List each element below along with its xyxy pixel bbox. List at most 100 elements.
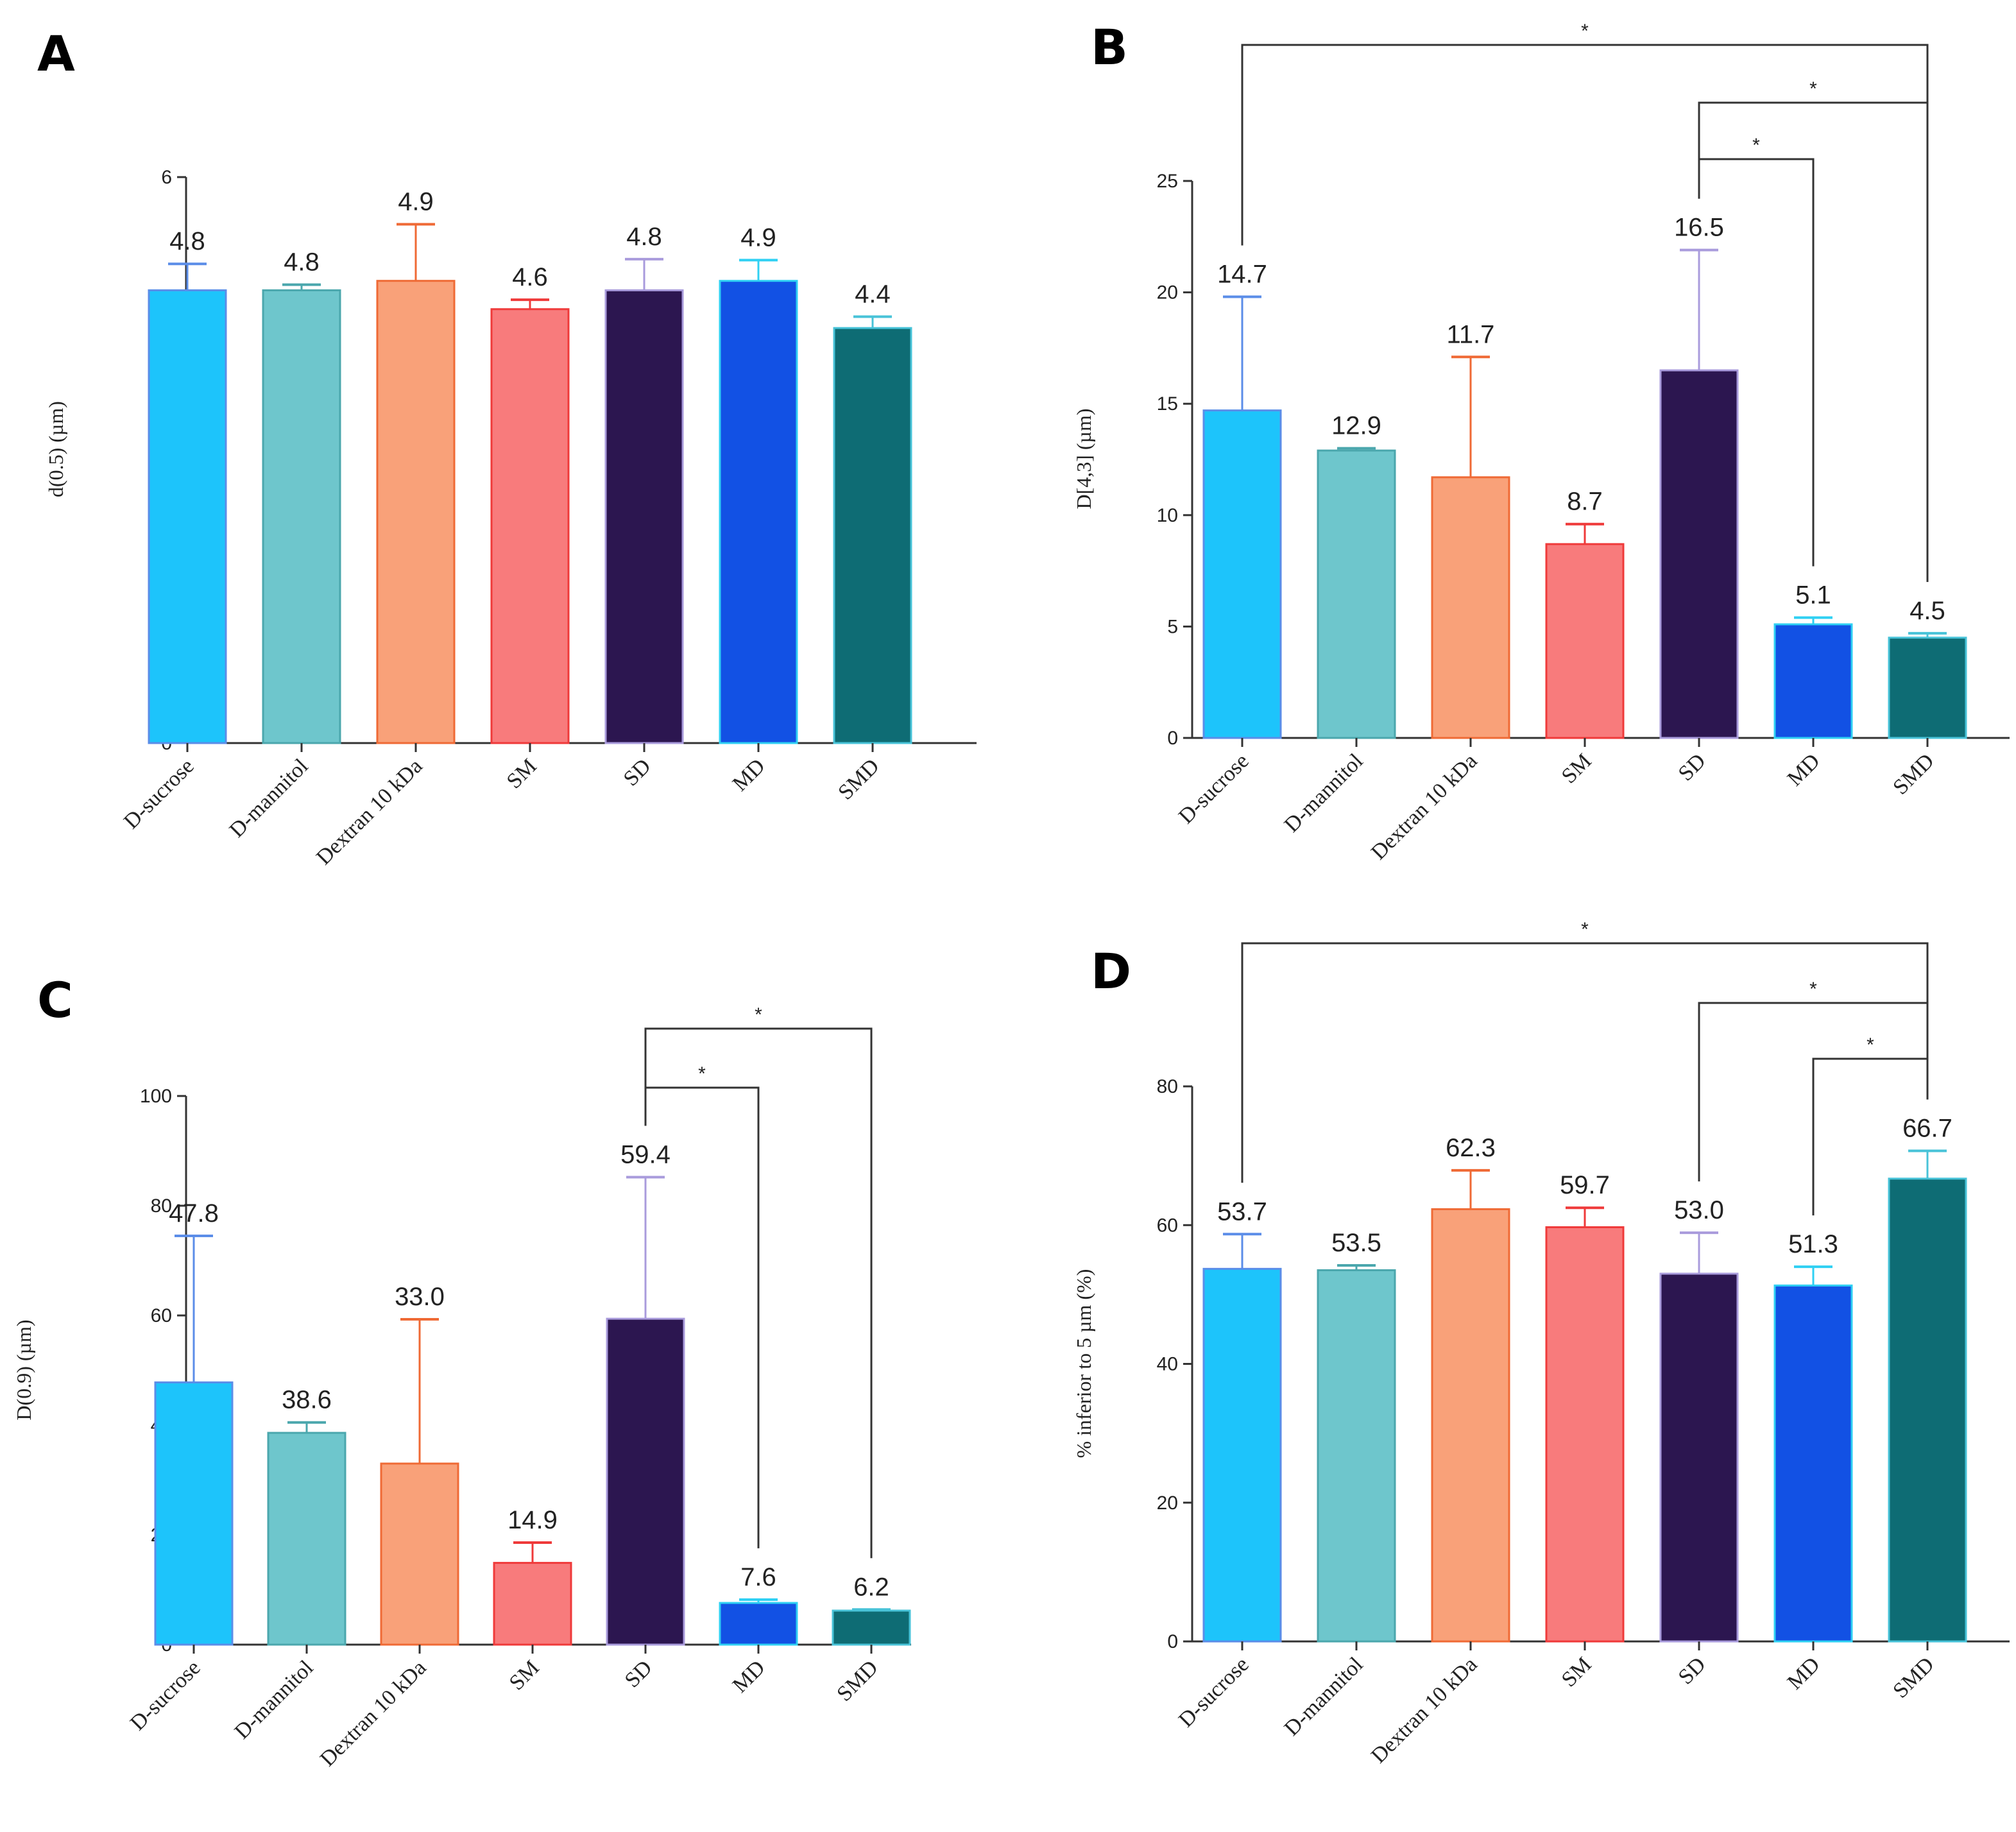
y-tick-label: 0 — [1167, 728, 1178, 749]
panel-letter-a: A — [37, 25, 75, 82]
chart-c-plot: 020406080100D(0.9) (µm)47.8D-sucrose38.6… — [12, 1004, 911, 1771]
data-label: 14.7 — [1217, 261, 1267, 289]
data-label: 4.6 — [512, 263, 548, 291]
bar — [267, 1432, 346, 1646]
x-tick-label: D-sucrose — [1174, 1652, 1254, 1732]
significance-bracket — [644, 1086, 760, 1548]
data-label: 11.7 — [1447, 320, 1495, 348]
y-tick-label: 100 — [140, 1086, 172, 1107]
bar — [490, 308, 570, 744]
significance-bracket — [1812, 1057, 1929, 1216]
bar — [832, 1609, 911, 1646]
y-tick-label: 6 — [161, 167, 172, 188]
y-tick-label: 20 — [1157, 1493, 1178, 1514]
data-label: 4.8 — [626, 223, 662, 251]
data-label: 66.7 — [1902, 1115, 1952, 1143]
data-label: 51.3 — [1788, 1230, 1838, 1258]
chart-d-plot: 0 20 40 60 80 % inferior to 5 µm (%) 53.7 D-suc… — [1072, 919, 2010, 1768]
panel-c: C 020406080100D(0.9) (µm)47.8D-sucrose38… — [12, 972, 911, 1771]
bar — [1431, 1208, 1510, 1643]
x-tick-label: Dextran 10 kDa — [312, 754, 427, 869]
significance-star: * — [1867, 1034, 1874, 1056]
significance-star: * — [1581, 21, 1589, 42]
bar — [1202, 1267, 1282, 1643]
significance-bracket — [1698, 1002, 1929, 1182]
y-tick-label: 15 — [1157, 393, 1178, 415]
bar — [1431, 476, 1510, 739]
data-label: 59.4 — [620, 1141, 671, 1169]
y-tick-label: 10 — [1157, 505, 1178, 526]
bar — [1773, 1284, 1853, 1643]
data-label: 6.2 — [853, 1573, 889, 1601]
bar — [1317, 449, 1396, 739]
data-label: 4.4 — [855, 280, 891, 309]
x-tick-label: D-sucrose — [1174, 749, 1254, 828]
data-label: 4.8 — [169, 227, 205, 255]
data-label: 38.6 — [282, 1386, 332, 1414]
y-tick-label: 60 — [1157, 1215, 1178, 1236]
bar — [1545, 1226, 1625, 1643]
data-label: 14.9 — [508, 1506, 558, 1534]
x-tick-label: SM — [505, 1656, 544, 1695]
bar — [604, 289, 684, 744]
bar — [1888, 1177, 1967, 1643]
data-label: 53.7 — [1217, 1197, 1267, 1226]
x-tick-label: SD — [620, 1656, 657, 1692]
data-label: 4.9 — [398, 188, 434, 216]
bar — [493, 1562, 572, 1646]
x-tick-label: Dextran 10 kDa — [1367, 749, 1482, 864]
significance-bracket — [1698, 158, 1815, 567]
data-label: 5.1 — [1795, 581, 1831, 610]
significance-star: * — [698, 1063, 706, 1084]
x-tick-label: SMD — [832, 1656, 882, 1706]
bar — [1773, 623, 1853, 739]
bar — [1545, 543, 1625, 739]
bar — [1202, 409, 1282, 739]
significance-bracket — [644, 1027, 873, 1559]
chart-a-plot: 0246d(0.5) (µm)4.8D-sucrose4.8D-mannitol… — [44, 167, 977, 869]
bar — [606, 1317, 685, 1646]
bar — [1659, 369, 1739, 739]
data-label: 4.8 — [284, 248, 320, 277]
significance-star: * — [1752, 135, 1760, 156]
panel-letter-b: B — [1091, 19, 1128, 76]
panel-letter-d: D — [1091, 943, 1131, 1000]
significance-bracket — [1241, 942, 1929, 1183]
y-tick-label: 80 — [1157, 1076, 1178, 1097]
bar — [719, 1602, 798, 1646]
panel-d: D 0 20 40 60 80 % inferior to 5 µm (%) 53.7 D-s… — [1072, 919, 2010, 1768]
y-tick-label: 20 — [1157, 282, 1178, 304]
x-tick-label: Dextran 10 kDa — [1367, 1652, 1482, 1768]
data-label: 53.5 — [1331, 1229, 1381, 1257]
panel-a: A 0246d(0.5) (µm)4.8D-sucrose4.8D-mannit… — [37, 25, 977, 869]
significance-star: * — [755, 1004, 762, 1025]
significance-star: * — [1581, 919, 1589, 940]
x-tick-label: SD — [619, 754, 656, 791]
significance-star: * — [1809, 979, 1817, 1000]
y-tick-label: 40 — [1157, 1354, 1178, 1375]
bar — [1317, 1269, 1396, 1643]
data-label: 4.9 — [740, 223, 776, 252]
x-tick-label: Dextran 10 kDa — [316, 1656, 431, 1771]
chart-b-plot: 0 5 10 15 20 25 D[4,3] (µm) 14.7 D-sucrose 12.9 D-… — [1072, 21, 2010, 864]
x-tick-label: SMD — [1888, 1652, 1938, 1702]
x-tick-label: SMD — [833, 754, 884, 804]
data-label: 16.5 — [1674, 214, 1724, 242]
x-tick-label: SD — [1674, 749, 1711, 785]
bar — [154, 1381, 234, 1646]
data-label: 47.8 — [169, 1199, 219, 1228]
bar — [262, 289, 341, 744]
y-axis-label: D[4,3] (µm) — [1072, 408, 1095, 509]
x-tick-label: D-sucrose — [119, 754, 199, 834]
panel-b: B 0 5 10 15 20 25 D[4,3] (µm) 14.7 D-sucrose 12.9… — [1072, 19, 2010, 864]
y-tick-label: 80 — [151, 1195, 172, 1217]
panel-letter-c: C — [37, 972, 73, 1029]
data-label: 12.9 — [1331, 412, 1381, 440]
significance-star: * — [1809, 78, 1817, 99]
data-label: 8.7 — [1567, 488, 1603, 516]
data-label: 62.3 — [1446, 1134, 1496, 1162]
y-tick-label: 25 — [1157, 171, 1178, 192]
bar — [1888, 637, 1967, 739]
x-tick-label: MD — [1783, 1652, 1825, 1694]
